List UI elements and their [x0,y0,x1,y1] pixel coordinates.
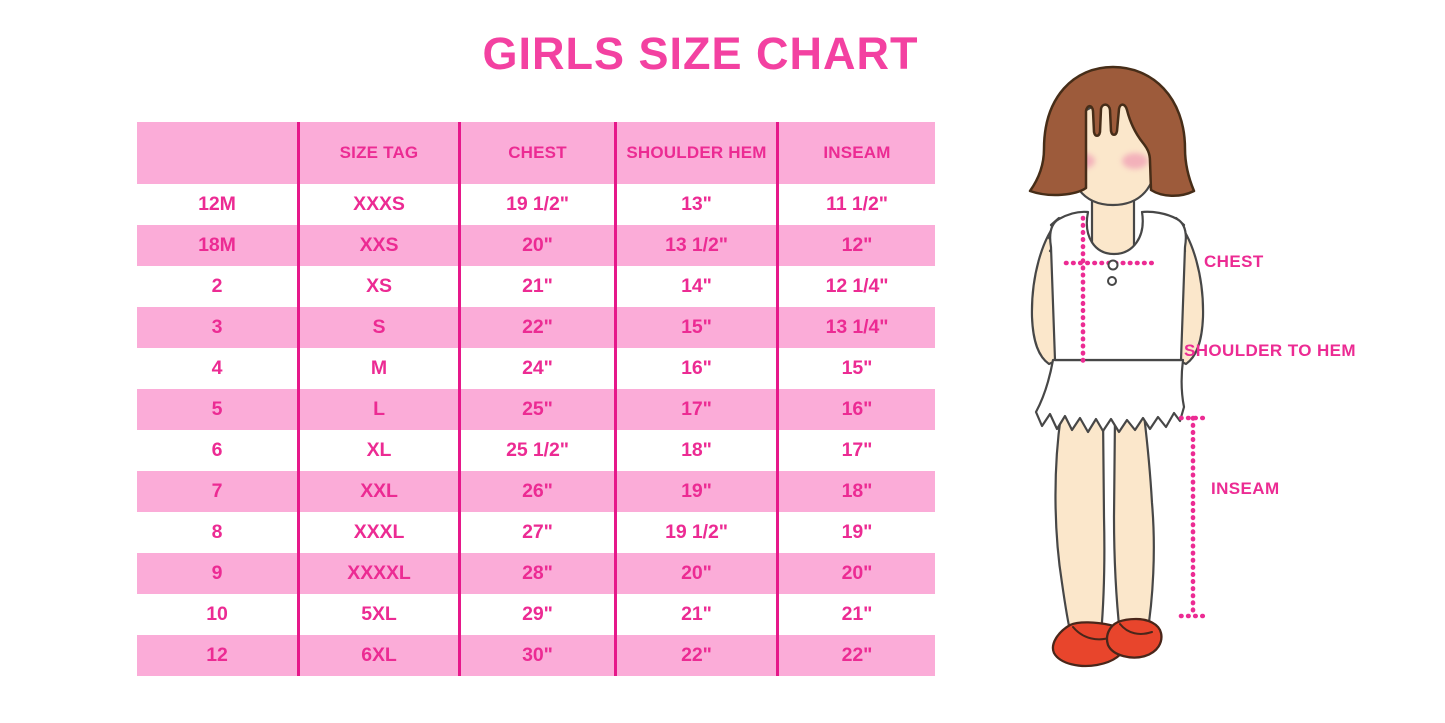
table-cell: L [297,389,458,430]
column-header: SIZE TAG [297,122,458,184]
table-cell: 10 [206,603,228,625]
table-cell: 20" [614,553,776,594]
table-cell: 20" [776,553,935,594]
table-cell: 2 [211,275,223,297]
table-cell: 7 [137,471,297,512]
skirt [1034,358,1186,434]
right-blush [1122,153,1148,169]
chest-label: CHEST [1204,252,1264,271]
column-header: INSEAM [776,122,935,184]
table-cell: 5 [137,389,297,430]
table-cell: 26" [458,471,614,512]
table-cell: 4 [211,357,223,379]
table-cell: 13" [614,184,776,225]
table-cell: 14" [614,266,776,307]
table-cell: 8 [211,521,223,543]
table-cell: 16" [614,348,776,389]
table-cell: M [297,348,458,389]
size-chart-table: SIZE TAG CHEST SHOULDER HEM INSEAM 12M XXXS 19… [137,122,935,676]
table-cell: 21" [458,266,614,307]
table-cell: 11 1/2" [776,184,935,225]
table-cell: 13 1/4" [776,307,935,348]
table-cell: 17" [614,389,776,430]
right-leg [1112,413,1155,637]
table-cell: 12 1/4" [776,266,935,307]
table-cell: 5XL [297,594,458,635]
table-cell: 9 [137,553,297,594]
table-cell: XXXL [297,512,458,553]
table-cell: 18" [776,471,935,512]
table-cell: XXS [297,225,458,266]
table-cell: 30" [458,635,614,676]
right-shoe-strap [1119,623,1153,635]
table-cell: S [297,307,458,348]
table-cell: 15" [776,348,935,389]
table-cell: 28" [458,553,614,594]
left-leg [1054,413,1106,637]
hair [1028,65,1196,197]
table-cell: XL [297,430,458,471]
shoulder-to-hem-label: SHOULDER TO HEM [1184,341,1356,360]
table-cell: 16" [776,389,935,430]
table-cell: 18M [137,225,297,266]
table-cell: 27" [458,512,614,553]
table-cell: XXXXL [297,553,458,594]
table-cell: 6XL [297,635,458,676]
top-button [1107,259,1119,271]
table-cell: 19" [614,471,776,512]
table-cell: 25 1/2" [458,430,614,471]
page-title: GIRLS SIZE CHART [482,28,919,79]
column-header: SHOULDER HEM [614,122,776,184]
table-cell: 20" [458,225,614,266]
table-cell: 25" [458,389,614,430]
table-cell: 19 1/2" [614,512,776,553]
bottom-button [1107,276,1117,286]
table-cell: 13 1/2" [614,225,776,266]
table-cell: XXL [297,471,458,512]
table-cell: 29" [458,594,614,635]
table-cell: XS [297,266,458,307]
right-shoe [1105,617,1163,659]
table-cell: 22" [458,307,614,348]
table-cell: 19 1/2" [458,184,614,225]
table-cell: 3 [137,307,297,348]
table-cell: 17" [776,430,935,471]
table-cell: 12 [137,635,297,676]
column-header: CHEST [458,122,614,184]
table-cell: 6 [211,439,223,461]
table-cell: 15" [614,307,776,348]
table-cell: 21" [614,594,776,635]
table-cell: 18" [614,430,776,471]
table-cell: 12M [198,193,236,215]
table-cell: 22" [614,635,776,676]
table-cell: 19" [776,512,935,553]
table-cell: XXXS [297,184,458,225]
table-cell: 12" [776,225,935,266]
table-cell: 21" [776,594,935,635]
table-cell: 22" [776,635,935,676]
girl-measurement-figure [980,55,1440,715]
inseam-label: INSEAM [1211,479,1280,498]
table-cell: 24" [458,348,614,389]
girl-illustration [1028,65,1209,668]
column-header [137,122,297,184]
